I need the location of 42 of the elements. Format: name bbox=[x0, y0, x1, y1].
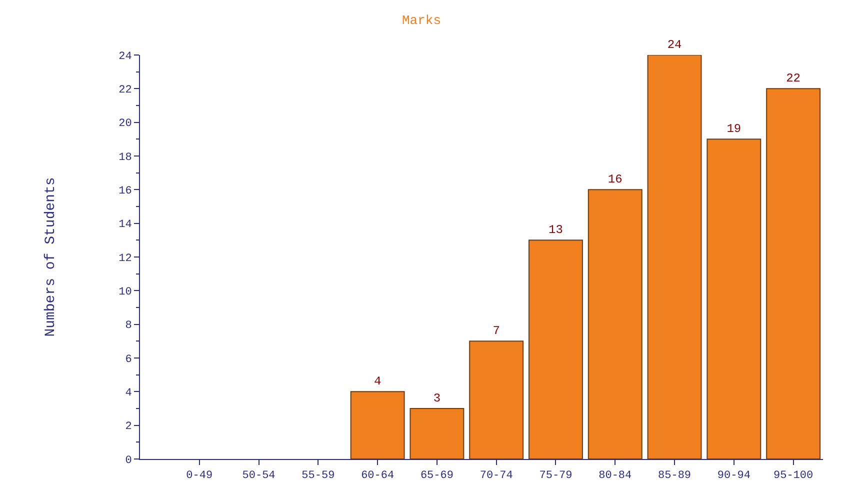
x-tick-label: 90-94 bbox=[717, 470, 751, 482]
y-tick-label: 0 bbox=[125, 454, 132, 467]
y-tick-label: 14 bbox=[118, 219, 132, 232]
data-label: 7 bbox=[492, 324, 500, 338]
x-tick-label: 60-64 bbox=[361, 470, 394, 482]
y-tick-label: 10 bbox=[118, 286, 132, 299]
y-tick-label: 6 bbox=[125, 354, 132, 366]
x-tick-label: 70-74 bbox=[480, 470, 514, 482]
x-tick-label: 50-54 bbox=[242, 470, 276, 482]
data-label: 19 bbox=[726, 122, 742, 136]
bar bbox=[528, 240, 583, 459]
bar bbox=[647, 55, 702, 459]
data-label: 22 bbox=[786, 72, 801, 86]
data-label: 24 bbox=[667, 38, 682, 52]
x-tick-label: 65-69 bbox=[420, 470, 454, 482]
y-tick-label: 8 bbox=[125, 320, 132, 332]
y-axis-title: Numbers of Students bbox=[43, 177, 60, 337]
y-tick-label: 20 bbox=[118, 118, 132, 130]
bar bbox=[350, 391, 405, 459]
y-tick-label: 2 bbox=[125, 421, 132, 434]
y-tick-label: 24 bbox=[118, 50, 132, 63]
y-tick-label: 16 bbox=[118, 186, 132, 198]
chart-title: Marks bbox=[402, 13, 442, 28]
y-tick-label: 18 bbox=[118, 152, 132, 164]
bar bbox=[410, 408, 464, 459]
x-tick-label: 85-89 bbox=[658, 470, 692, 482]
bar bbox=[588, 189, 642, 459]
x-tick-label: 75-79 bbox=[539, 470, 572, 482]
x-tick-label: 80-84 bbox=[598, 470, 632, 482]
y-tick-label: 4 bbox=[125, 388, 132, 400]
y-tick-label: 12 bbox=[118, 252, 132, 265]
bar bbox=[469, 340, 524, 459]
data-label: 16 bbox=[608, 172, 622, 187]
x-tick-label: 55-59 bbox=[302, 470, 335, 482]
bar bbox=[706, 138, 762, 459]
x-tick-label: 0-49 bbox=[186, 470, 213, 482]
data-label: 4 bbox=[374, 374, 382, 389]
x-tick-label: 95-100 bbox=[773, 470, 814, 482]
data-label: 3 bbox=[433, 392, 441, 406]
bar bbox=[766, 88, 821, 459]
data-label: 13 bbox=[548, 223, 563, 238]
y-tick-label: 22 bbox=[118, 84, 132, 97]
